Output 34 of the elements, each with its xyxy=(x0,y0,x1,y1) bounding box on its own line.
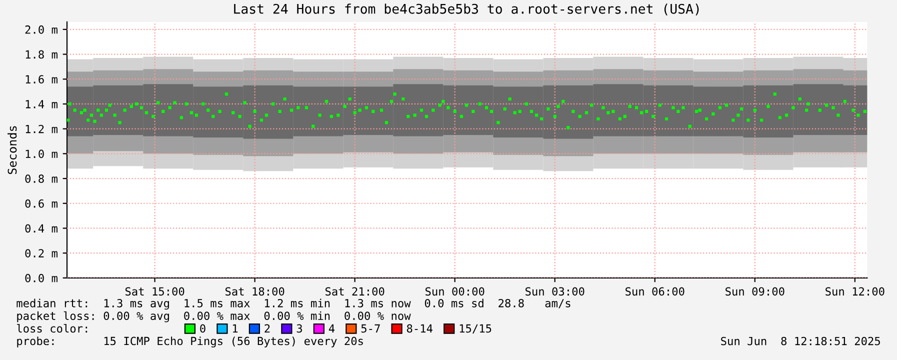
chart-title: Last 24 Hours from be4c3ab5e5b3 to a.root-servers.net (USA) xyxy=(234,4,699,16)
legend-label: 4 xyxy=(328,324,335,332)
y-tick-label: 1.8 m xyxy=(26,50,58,59)
y-tick-label: 0.8 m xyxy=(25,174,58,183)
text: median rtt: 1.3 ms avg 1.5 ms max 1.2 ms min 1.3 ms now 0.0 ms sd 28.8 am/s xyxy=(16,298,570,310)
y-tick-label: 1.0 m xyxy=(26,150,58,158)
y-axis-title: Seconds xyxy=(8,126,17,174)
legend-label: 8-14 xyxy=(406,324,432,333)
legend-label: 15/15 xyxy=(460,324,492,334)
legend-label: 1 xyxy=(232,324,238,332)
y-tick-label: 0.2 m xyxy=(25,249,58,258)
x-tick-label: Sun 03:00 xyxy=(526,287,584,296)
x-tick-label: Sat 15:00 xyxy=(125,287,184,296)
x-tick-label: Sun 12:00 xyxy=(826,287,884,296)
text: packet loss: 0.00 % avg 0.00 % max 0.00 % min 0.00 % now xyxy=(17,311,411,322)
x-tick-label: Sun 06:00 xyxy=(626,287,684,296)
legend-label: 2 xyxy=(264,324,270,332)
x-tick-label: Sat 21:00 xyxy=(325,287,384,296)
y-tick-label: 0.0 m xyxy=(25,274,58,282)
y-tick-label: 1.4 m xyxy=(26,100,58,108)
y-tick-label: 0.4 m xyxy=(25,224,58,233)
legend-label: 3 xyxy=(296,324,302,333)
x-tick-label: Sun 09:00 xyxy=(726,287,784,296)
y-tick-label: 1.2 m xyxy=(26,124,58,134)
text: Sun Jun 8 12:18:51 2025 xyxy=(721,336,880,346)
y-tick-label: 1.6 m xyxy=(26,75,58,84)
x-tick-label: Sat 18:00 xyxy=(225,287,284,296)
legend-label: 5-7 xyxy=(361,324,380,333)
legend-title: loss color: xyxy=(17,324,88,333)
y-tick-label: 0.6 m xyxy=(25,199,58,208)
legend-label: 0 xyxy=(200,324,206,333)
x-tick-label: Sun 00:00 xyxy=(425,287,484,296)
text: probe: 15 ICMP Echo Pings (56 Bytes) every 20s xyxy=(17,336,363,348)
y-tick-label: 2.0 m xyxy=(25,25,58,34)
